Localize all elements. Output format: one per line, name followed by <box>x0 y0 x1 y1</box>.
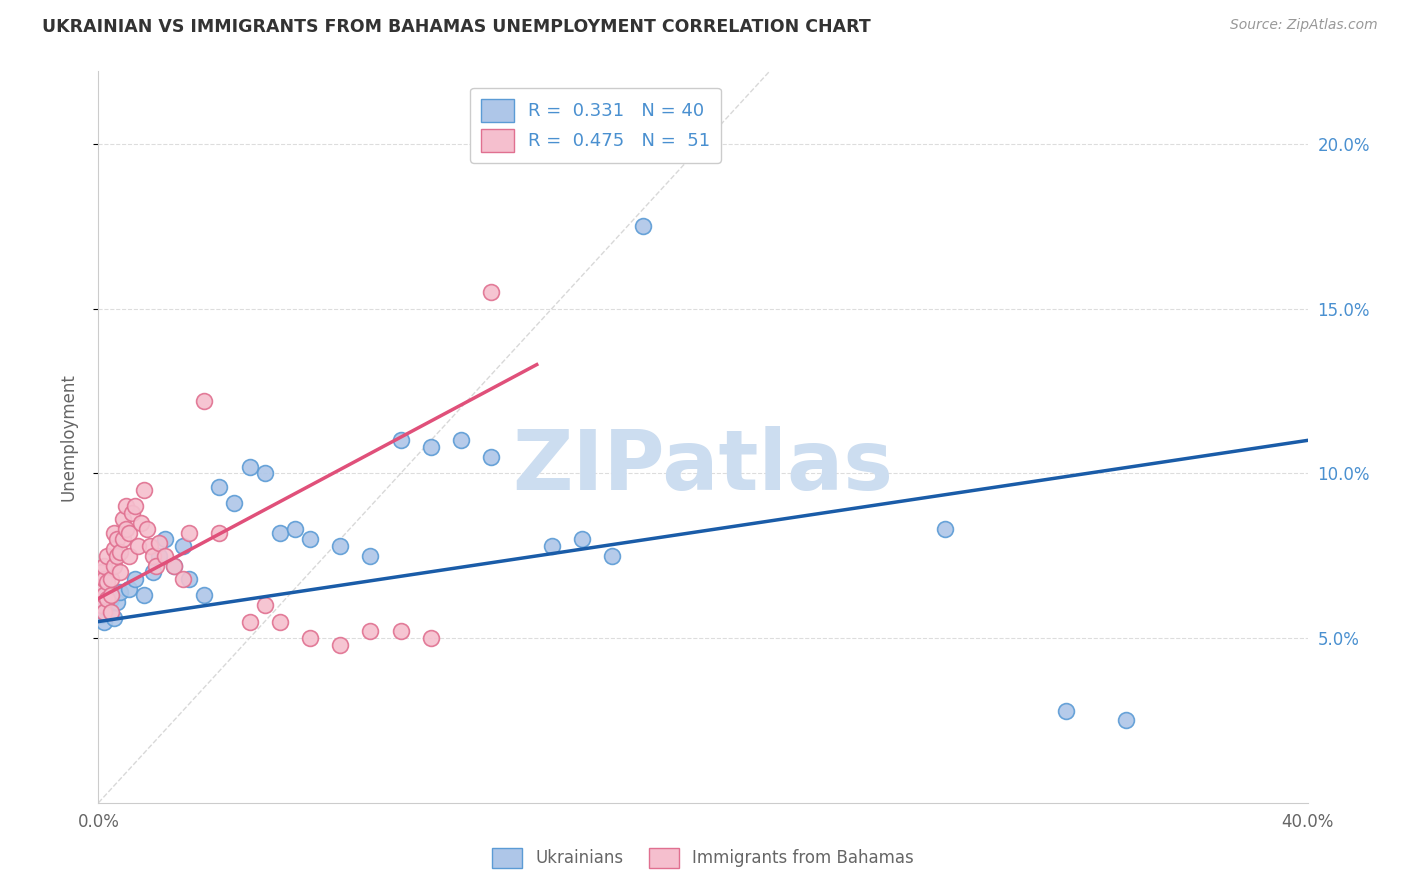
Point <box>163 558 186 573</box>
Point <box>90 607 112 622</box>
Y-axis label: Unemployment: Unemployment <box>59 373 77 501</box>
Point <box>389 434 412 448</box>
Point <box>163 558 186 573</box>
Point <box>105 549 128 563</box>
Point <box>93 572 115 586</box>
Point <box>118 582 141 596</box>
Point <box>93 615 115 629</box>
Text: UKRAINIAN VS IMMIGRANTS FROM BAHAMAS UNEMPLOYMENT CORRELATION CHART: UKRAINIAN VS IMMIGRANTS FROM BAHAMAS UNE… <box>42 18 870 36</box>
Point <box>90 598 112 612</box>
Point <box>93 588 115 602</box>
Point <box>284 522 307 536</box>
Point <box>253 598 276 612</box>
Point <box>934 522 956 536</box>
Point <box>389 624 412 639</box>
Point <box>124 572 146 586</box>
Point <box>114 500 136 514</box>
Point <box>96 549 118 563</box>
Point <box>253 467 276 481</box>
Point <box>93 558 115 573</box>
Point <box>111 512 134 526</box>
Point <box>208 525 231 540</box>
Point <box>631 219 654 234</box>
Point <box>135 522 157 536</box>
Point <box>239 459 262 474</box>
Point <box>153 549 176 563</box>
Point <box>90 565 112 579</box>
Point <box>114 522 136 536</box>
Point <box>105 533 128 547</box>
Point <box>129 516 152 530</box>
Point <box>481 450 503 464</box>
Point <box>179 525 201 540</box>
Point <box>100 572 122 586</box>
Point <box>103 558 125 573</box>
Point <box>450 434 472 448</box>
Point <box>329 539 352 553</box>
Point <box>127 539 149 553</box>
Point <box>481 285 503 299</box>
Point <box>224 496 246 510</box>
Point <box>172 572 194 586</box>
Point <box>103 542 125 557</box>
Point <box>100 591 122 606</box>
Point <box>540 539 562 553</box>
Point <box>142 565 165 579</box>
Point <box>299 631 322 645</box>
Point <box>139 539 162 553</box>
Point <box>100 588 122 602</box>
Point <box>108 585 131 599</box>
Point <box>269 525 291 540</box>
Point <box>153 533 176 547</box>
Point <box>1054 704 1077 718</box>
Point <box>420 631 443 645</box>
Point <box>148 549 170 563</box>
Point <box>329 638 352 652</box>
Legend: Ukrainians, Immigrants from Bahamas: Ukrainians, Immigrants from Bahamas <box>485 841 921 875</box>
Point <box>96 575 118 590</box>
Point <box>132 483 155 497</box>
Point <box>121 506 143 520</box>
Text: ZIPatlas: ZIPatlas <box>513 425 893 507</box>
Legend: R =  0.331   N = 40, R =  0.475   N =  51: R = 0.331 N = 40, R = 0.475 N = 51 <box>470 87 721 163</box>
Point <box>145 558 167 573</box>
Point <box>142 549 165 563</box>
Point <box>1115 714 1137 728</box>
Point <box>90 582 112 596</box>
Point <box>100 605 122 619</box>
Point <box>571 533 593 547</box>
Text: Source: ZipAtlas.com: Source: ZipAtlas.com <box>1230 18 1378 32</box>
Point <box>118 525 141 540</box>
Point <box>360 624 382 639</box>
Point <box>103 525 125 540</box>
Point <box>239 615 262 629</box>
Point <box>172 539 194 553</box>
Point <box>103 611 125 625</box>
Point <box>132 588 155 602</box>
Point <box>193 588 215 602</box>
Point <box>96 588 118 602</box>
Point <box>96 591 118 606</box>
Point <box>420 440 443 454</box>
Point <box>118 549 141 563</box>
Point <box>90 598 112 612</box>
Point <box>96 601 118 615</box>
Point <box>148 535 170 549</box>
Point <box>105 595 128 609</box>
Point <box>108 565 131 579</box>
Point <box>93 605 115 619</box>
Point <box>111 533 134 547</box>
Point <box>179 572 201 586</box>
Point <box>124 500 146 514</box>
Point <box>269 615 291 629</box>
Point <box>208 479 231 493</box>
Point <box>193 393 215 408</box>
Point <box>299 533 322 547</box>
Point <box>360 549 382 563</box>
Point <box>93 605 115 619</box>
Point <box>602 549 624 563</box>
Point <box>108 545 131 559</box>
